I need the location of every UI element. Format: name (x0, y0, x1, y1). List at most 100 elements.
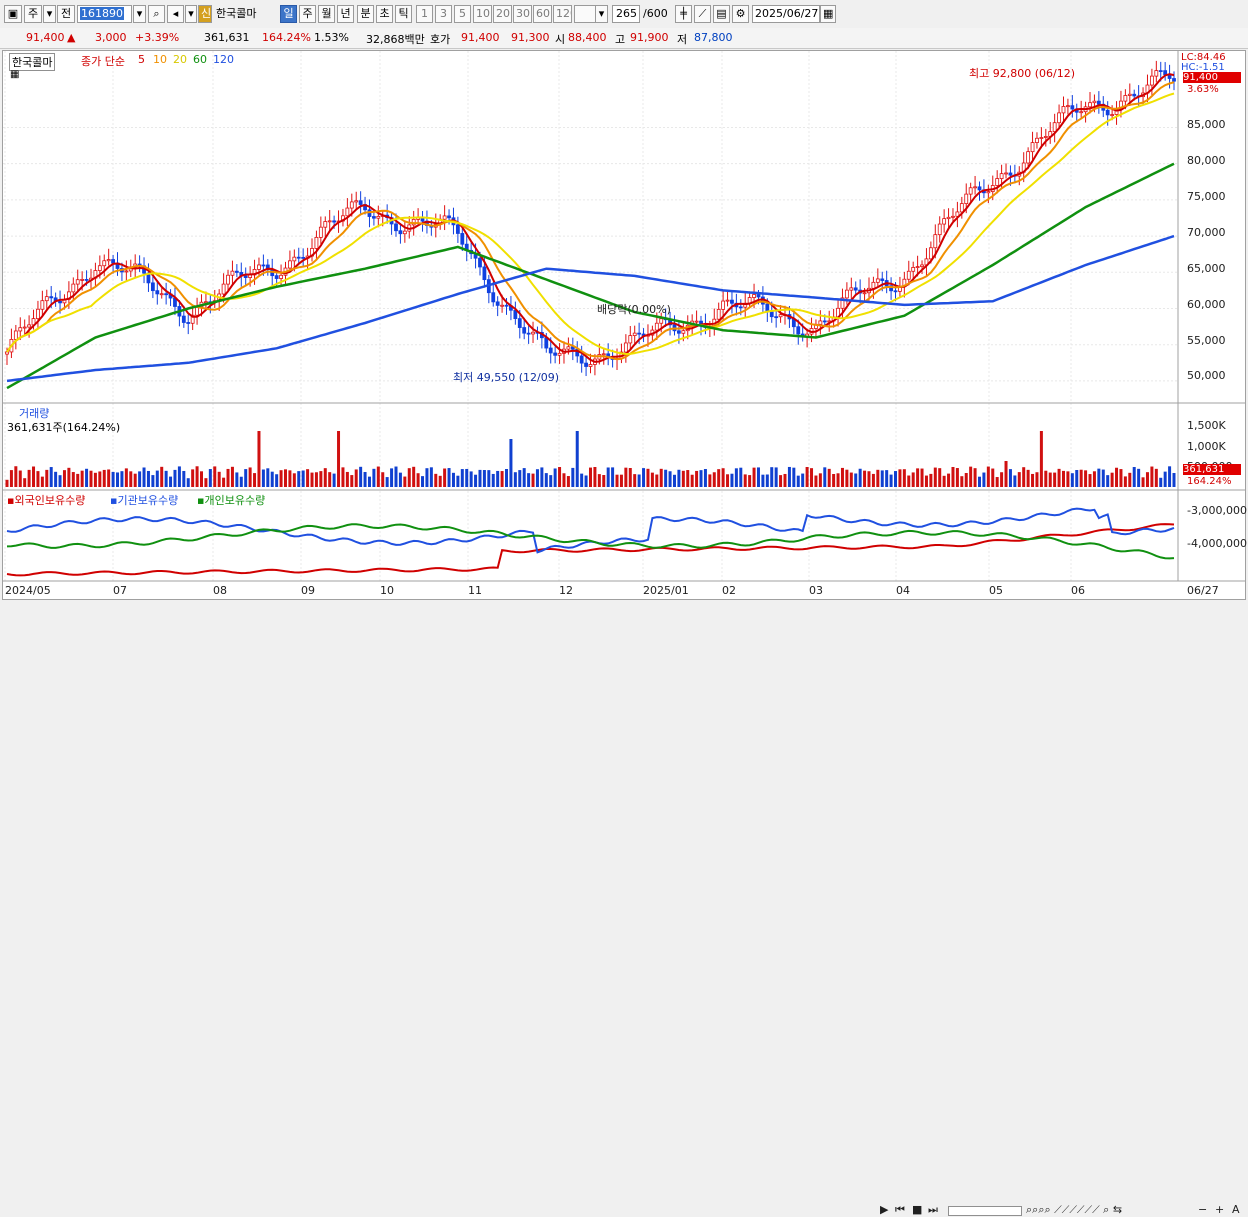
volume-bar (129, 471, 133, 487)
candle-body (106, 259, 111, 262)
ma-120-label[interactable]: 120 (213, 53, 234, 66)
candle-body (977, 186, 982, 191)
volume-bar (518, 470, 522, 487)
save-icon[interactable]: ▤ (713, 5, 730, 23)
interval-60[interactable]: 60 (533, 5, 552, 23)
volume-bar (80, 470, 84, 487)
candle-body (40, 300, 45, 310)
volume-bar (93, 472, 97, 487)
volume-bar (496, 470, 500, 487)
interval-5[interactable]: 5 (454, 5, 471, 23)
volume-bar (1066, 471, 1070, 487)
individual-holding-line (6, 523, 1175, 560)
volume-bar (1035, 472, 1039, 487)
volume-bar (332, 473, 336, 487)
interval-120[interactable]: 120 (553, 5, 572, 23)
tab-minute[interactable]: 분 (357, 5, 374, 23)
zoom-tools-icon[interactable]: ⌕⌕⌕⌕ ⟋⟋⟋⟋⟋⟋ ⌕ ⇆ (1026, 1203, 1123, 1216)
code-dropdown-icon[interactable]: ▾ (133, 5, 146, 23)
volume-bar (341, 467, 345, 487)
volume-bar (469, 471, 473, 487)
volume-bar (266, 468, 270, 487)
tab-second[interactable]: 초 (376, 5, 393, 23)
ma-5-line (6, 73, 1175, 363)
volume-title[interactable]: 거래량 (19, 407, 50, 420)
table-icon[interactable]: ▦ (10, 69, 20, 80)
scroll-slider[interactable] (948, 1206, 1022, 1216)
text-size-icon[interactable]: A (1232, 1203, 1240, 1216)
search-icon[interactable]: ⌕ (148, 5, 165, 23)
calendar-icon[interactable]: ▦ (820, 5, 836, 23)
individual-holding-label[interactable]: ▪개인보유수량 (197, 494, 266, 507)
volume-bar (889, 474, 893, 487)
interval-30[interactable]: 30 (513, 5, 532, 23)
volume-bar (429, 467, 433, 487)
volume-bar (531, 473, 535, 487)
last-page-icon[interactable]: ⏭ (928, 1203, 938, 1216)
volume-bar (443, 468, 447, 487)
tab-week[interactable]: 주 (299, 5, 316, 23)
tab-tick[interactable]: 틱 (395, 5, 412, 23)
speaker-dropdown-icon[interactable]: ▾ (185, 5, 197, 23)
candle-body (164, 293, 169, 296)
stock-name: 한국콜마 (213, 5, 277, 23)
y-tick-80000: 80,000 (1187, 154, 1226, 167)
dividend-annotation: 배당락(0.00%) (597, 303, 671, 316)
volume-bar (58, 475, 62, 487)
volume-bar (1168, 466, 1172, 487)
stop-icon[interactable]: ■ (912, 1203, 923, 1216)
tab-year[interactable]: 년 (337, 5, 354, 23)
candle-body (323, 221, 328, 228)
volume-bar (438, 475, 442, 487)
settings-icon[interactable]: ⚙ (732, 5, 749, 23)
foreign-holding-label[interactable]: ▪외국인보유수량 (7, 494, 86, 507)
scroll-right-icon[interactable]: ▶ (880, 1203, 889, 1216)
zoom-out-icon[interactable]: − (1198, 1203, 1208, 1216)
zoom-in-icon[interactable]: + (1215, 1203, 1225, 1216)
market-select[interactable]: 주 (24, 5, 42, 23)
interval-3[interactable]: 3 (435, 5, 452, 23)
hold-tick-3m: -3,000,000 (1187, 504, 1247, 517)
institution-holding-label[interactable]: ▪기관보유수량 (110, 494, 179, 507)
ma-5-label[interactable]: 5 (138, 53, 145, 66)
layout-icon[interactable]: ▣ (4, 5, 22, 23)
tab-day[interactable]: 일 (280, 5, 297, 23)
stock-code-input[interactable]: 161890 (77, 5, 132, 23)
draw-tool-icon[interactable]: ⟋ (694, 5, 711, 23)
market-dropdown-icon[interactable]: ▾ (43, 5, 56, 23)
interval-20[interactable]: 20 (493, 5, 512, 23)
volume-bar (871, 473, 875, 487)
candle-body (946, 216, 951, 220)
count-input[interactable]: 265 (612, 5, 640, 23)
volume-bar (938, 468, 942, 487)
volume-bar (1000, 472, 1004, 487)
first-page-icon[interactable]: ⏮ (895, 1203, 905, 1216)
candle-body (1088, 102, 1092, 108)
interval-10[interactable]: 10 (473, 5, 492, 23)
volume-bar (345, 471, 349, 487)
candle-body (995, 178, 1000, 186)
candle-body (420, 217, 425, 222)
period-prefix[interactable]: 전 (57, 5, 75, 23)
ma-10-label[interactable]: 10 (153, 53, 167, 66)
chart-area[interactable]: 한국콜마 종가 단순 5 10 20 60 120 ▦ 최고 92,800 (0… (2, 50, 1247, 600)
candle-body (928, 247, 933, 260)
date-input[interactable]: 2025/06/27 (752, 5, 820, 23)
volume-bar (279, 470, 283, 487)
volume-bar (1061, 470, 1065, 487)
candle-body (738, 306, 743, 309)
candle-body (951, 215, 955, 218)
volume-bar (376, 466, 380, 487)
ma-60-label[interactable]: 60 (193, 53, 207, 66)
custom-interval-dropdown[interactable]: ▾ (595, 5, 608, 23)
candle-type-icon[interactable]: ╪ (675, 5, 692, 23)
chart-canvas[interactable] (3, 51, 1245, 599)
volume-bar (951, 466, 955, 487)
ma-title[interactable]: 종가 단순 (81, 55, 125, 68)
interval-1[interactable]: 1 (416, 5, 433, 23)
ma-20-label[interactable]: 20 (173, 53, 187, 66)
speaker-icon[interactable]: ◂ (167, 5, 184, 23)
tab-month[interactable]: 월 (318, 5, 335, 23)
institution-holding-line (6, 507, 1175, 554)
stock-tag[interactable]: 한국콜마 (9, 53, 56, 71)
